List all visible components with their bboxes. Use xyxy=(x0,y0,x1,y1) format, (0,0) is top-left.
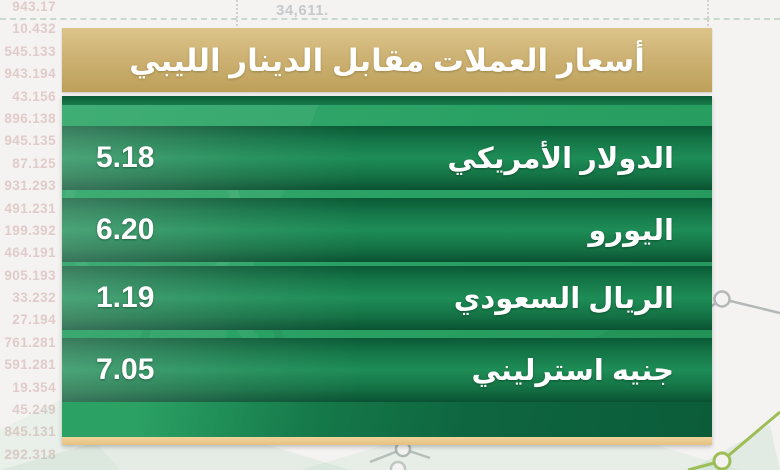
ticker-value: 10.432 xyxy=(12,21,56,37)
ticker-value: 43.156 xyxy=(12,88,56,104)
rate-value: 6.20 xyxy=(96,213,155,246)
ticker-value: 761.281 xyxy=(4,334,56,350)
ticker-value: 27.194 xyxy=(12,312,56,328)
top-index-value: 34,611. xyxy=(276,2,329,19)
ticker-value: 545.133 xyxy=(4,43,56,59)
dotted-gridline-left xyxy=(236,0,238,30)
ticker-value: 945.135 xyxy=(4,133,56,149)
rate-value: 7.05 xyxy=(96,353,155,386)
rate-value: 1.19 xyxy=(96,281,155,314)
ticker-value: 845.131 xyxy=(4,424,56,440)
rate-row-usd: 5.18 الدولار الأمريكي xyxy=(62,126,712,190)
dotted-gridline-right xyxy=(707,0,709,30)
left-ticker-column: 943.17 10.432 545.133 943.194 43.156 896.138 9… xyxy=(0,0,56,466)
ticker-value: 905.193 xyxy=(4,267,56,283)
currency-name: اليورو xyxy=(588,214,674,247)
ticker-value: 896.138 xyxy=(4,110,56,126)
currency-name: جنيه استرليني xyxy=(471,354,674,387)
ticker-value: 491.231 xyxy=(4,200,56,216)
ticker-value: 87.125 xyxy=(12,155,56,171)
rate-row-eur: 6.20 اليورو xyxy=(62,198,712,262)
dashed-gridline xyxy=(0,18,780,20)
panel-bottom-band xyxy=(62,402,712,437)
currency-name: الريال السعودي xyxy=(453,282,674,315)
ticker-value: 943.194 xyxy=(4,66,56,82)
panel-top-edge xyxy=(62,96,712,105)
title-bar: أسعار العملات مقابل الدينار الليبي xyxy=(62,28,712,92)
ticker-value: 19.354 xyxy=(12,379,56,395)
rate-row-gbp: 7.05 جنيه استرليني xyxy=(62,338,712,402)
panel-gold-strip xyxy=(62,437,712,445)
ticker-value: 464.191 xyxy=(4,245,56,261)
currency-name: الدولار الأمريكي xyxy=(447,142,674,175)
page-title: أسعار العملات مقابل الدينار الليبي xyxy=(129,43,645,78)
rate-row-sar: 1.19 الريال السعودي xyxy=(62,266,712,330)
ticker-value: 591.281 xyxy=(4,357,56,373)
ticker-value: 931.293 xyxy=(4,178,56,194)
ticker-value: 292.318 xyxy=(4,446,56,462)
rate-value: 5.18 xyxy=(96,141,155,174)
ticker-value: 33.232 xyxy=(12,290,56,306)
ticker-value: 943.17 xyxy=(12,0,56,14)
ticker-value: 199.392 xyxy=(4,222,56,238)
ticker-value: 45.249 xyxy=(12,402,56,418)
rates-panel: 5.18 الدولار الأمريكي 6.20 اليورو 1.19 ا… xyxy=(62,96,712,445)
